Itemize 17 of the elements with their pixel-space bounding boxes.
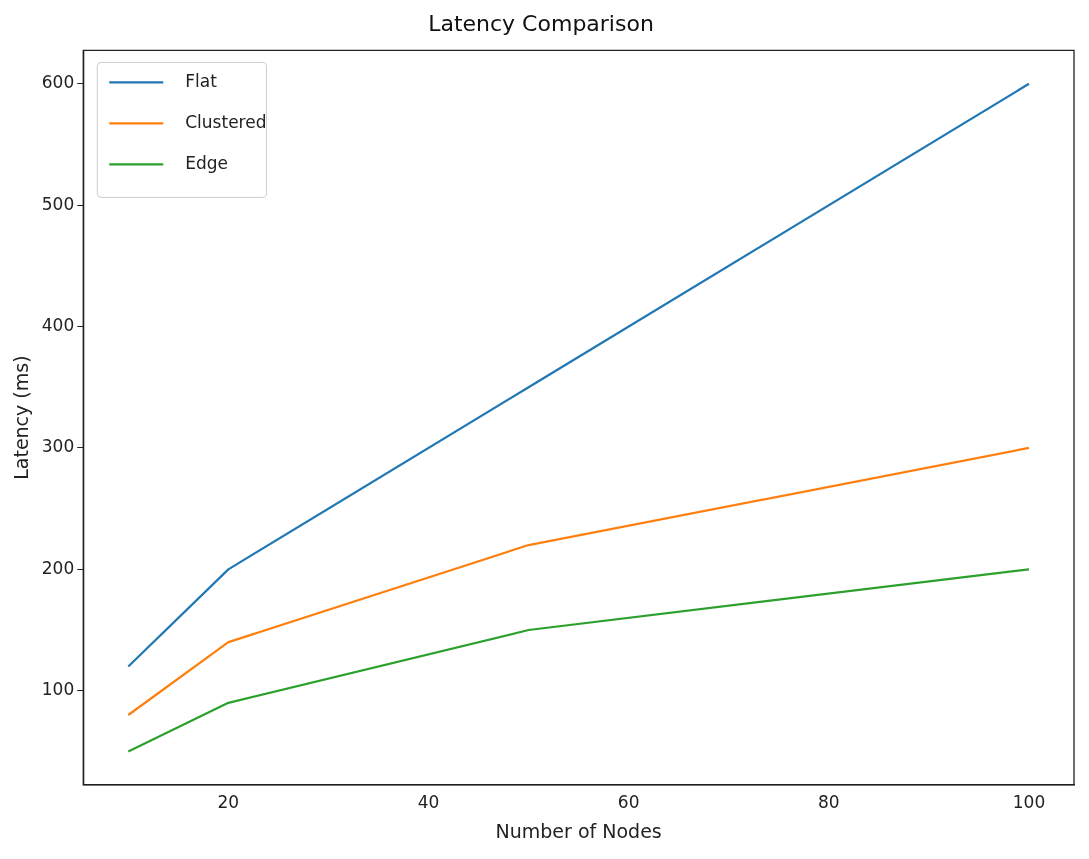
y-tick-label: 100 (41, 679, 75, 700)
chart-title: Latency Comparison (428, 10, 654, 36)
x-tick-label: 20 (217, 792, 240, 813)
x-tick-label: 40 (417, 792, 440, 813)
x-tick-label: 100 (1012, 792, 1046, 813)
y-axis-title: Latency (ms) (10, 355, 33, 480)
legend-label: Clustered (185, 111, 267, 132)
y-tick-label: 200 (41, 557, 75, 578)
y-tick-label: 400 (41, 314, 75, 335)
legend-label: Flat (185, 70, 218, 91)
x-tick-label: 80 (817, 792, 840, 813)
x-tick-label: 60 (617, 792, 640, 813)
y-tick-label: 500 (41, 193, 75, 214)
legend-label: Edge (185, 152, 229, 173)
y-tick-label: 600 (41, 72, 75, 93)
x-axis-title: Number of Nodes (495, 819, 662, 842)
y-tick-label: 300 (41, 436, 75, 457)
